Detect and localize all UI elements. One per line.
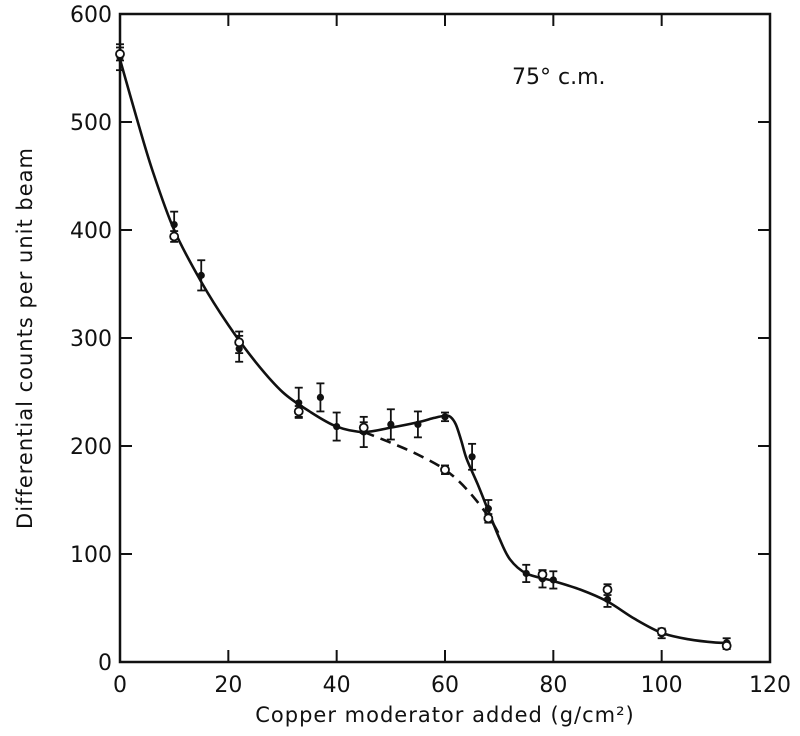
- open-point: [721, 640, 732, 651]
- x-tick-label: 0: [113, 673, 127, 698]
- filled-marker: [333, 422, 341, 431]
- filled-point: [332, 411, 341, 442]
- open-marker: [234, 337, 245, 348]
- open-point: [656, 626, 667, 637]
- y-tick-label: 300: [70, 327, 112, 352]
- open-marker: [537, 569, 548, 580]
- filled-point: [522, 563, 531, 583]
- data-points: [115, 43, 732, 651]
- open-marker: [602, 584, 613, 595]
- open-point: [483, 513, 494, 524]
- x-tick-label: 40: [323, 673, 351, 698]
- open-point: [293, 405, 304, 418]
- open-marker: [440, 464, 450, 475]
- plot-frame: [118, 12, 772, 664]
- filled-point: [197, 259, 206, 292]
- y-axis-label: Differential counts per unit beam: [13, 147, 37, 529]
- filled-marker: [549, 576, 557, 584]
- y-tick-label: 400: [70, 219, 112, 244]
- filled-point: [413, 410, 422, 439]
- x-tick-label: 60: [431, 673, 459, 698]
- open-point: [234, 330, 245, 355]
- filled-marker: [468, 453, 476, 461]
- open-marker: [115, 49, 125, 59]
- filled-marker: [197, 271, 205, 279]
- x-tick-label: 100: [641, 673, 683, 698]
- filled-marker: [387, 420, 395, 428]
- filled-marker: [414, 420, 422, 428]
- filled-marker: [522, 569, 530, 578]
- axis-ticks: [119, 13, 771, 663]
- open-marker: [169, 231, 180, 242]
- open-point: [602, 583, 613, 596]
- filled-marker: [170, 221, 178, 229]
- filled-point: [386, 408, 395, 441]
- filled-point: [549, 570, 558, 590]
- filled-marker: [484, 505, 492, 513]
- open-marker: [293, 406, 304, 417]
- angle-annotation: 75° c.m.: [512, 65, 606, 90]
- filled-point: [316, 382, 325, 413]
- y-tick-label: 0: [98, 651, 112, 676]
- filled-marker: [441, 413, 449, 421]
- solid-curve: [118, 59, 727, 645]
- filled-point: [468, 442, 477, 471]
- y-tick-label: 600: [70, 3, 112, 28]
- y-tick-label: 100: [70, 543, 112, 568]
- open-marker: [358, 422, 369, 433]
- open-point: [169, 230, 180, 243]
- x-tick-label: 120: [749, 673, 791, 698]
- filled-marker: [603, 595, 612, 603]
- y-tick-label: 500: [70, 111, 112, 136]
- fit-curves: [118, 59, 727, 645]
- open-point: [440, 464, 450, 475]
- axis-tick-labels: 0 20 40 60 80 100 120 0 100 200 300 400 500 600: [70, 3, 791, 698]
- open-marker: [721, 640, 732, 651]
- open-marker: [483, 513, 494, 524]
- open-point: [358, 421, 369, 434]
- filled-marker: [316, 393, 325, 401]
- open-point: [115, 46, 125, 62]
- open-marker: [656, 626, 667, 637]
- dashed-curve: [363, 430, 501, 536]
- filled-marker: [295, 399, 303, 407]
- x-axis-label: Copper moderator added (g/cm²): [255, 703, 635, 727]
- x-tick-label: 80: [539, 673, 567, 698]
- y-tick-label: 200: [70, 435, 112, 460]
- open-point: [537, 569, 548, 580]
- filled-point: [441, 411, 449, 423]
- x-tick-label: 20: [214, 673, 242, 698]
